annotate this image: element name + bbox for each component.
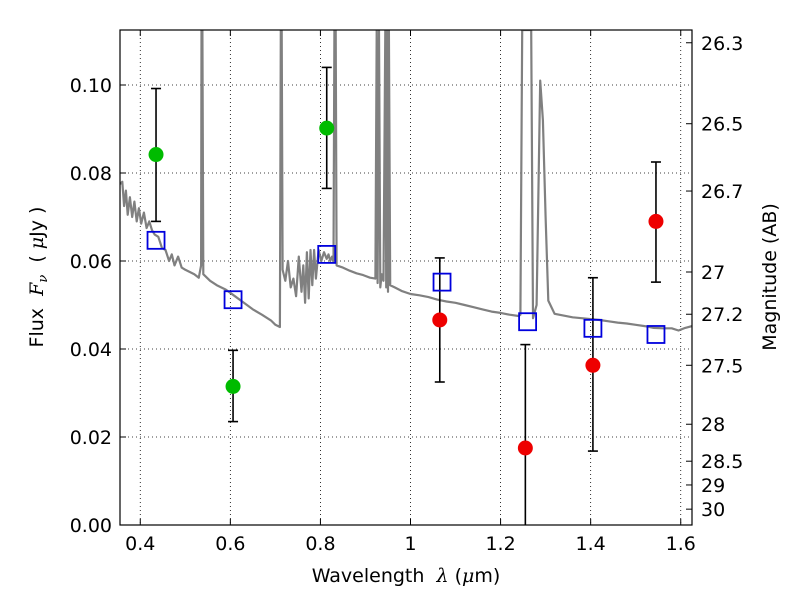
x-tick-label: 1.2 bbox=[485, 533, 515, 555]
model-square bbox=[432, 272, 452, 292]
data-point bbox=[432, 312, 448, 328]
model-spectrum bbox=[120, 30, 692, 332]
y2-tick-label: 26.7 bbox=[701, 181, 743, 203]
y2-tick-label: 26.5 bbox=[701, 114, 743, 136]
model-square bbox=[146, 230, 166, 250]
y-axis-label-sub: ν bbox=[36, 275, 51, 283]
data-point bbox=[225, 378, 241, 394]
y-tick-label: 0.10 bbox=[70, 75, 112, 97]
y2-tick-label: 27.5 bbox=[701, 355, 743, 377]
x-tick-label: 1.6 bbox=[666, 533, 696, 555]
y2-tick-label: 28 bbox=[701, 414, 725, 436]
y2-tick-label: 28.5 bbox=[701, 451, 743, 473]
model-square bbox=[646, 325, 666, 344]
ticks bbox=[120, 30, 692, 526]
data-point bbox=[517, 440, 533, 456]
model-square bbox=[518, 312, 538, 332]
data-point bbox=[319, 120, 335, 136]
y-axis-label-mu: μ bbox=[26, 237, 48, 249]
model-square bbox=[583, 318, 603, 338]
x-axis-label: Wavelength λ (μm) bbox=[312, 565, 501, 587]
data-point bbox=[585, 357, 601, 373]
tick-labels: 0.4 0.6 0.8 1 1.2 1.4 1.6 0.00 0.02 0.04 0.06 0.08 0… bbox=[70, 33, 744, 555]
y2-tick-label: 27 bbox=[701, 262, 725, 284]
x-tick-label: 1 bbox=[404, 533, 416, 555]
y-tick-label: 0.06 bbox=[70, 251, 112, 273]
y-tick-label: 0.04 bbox=[70, 339, 112, 361]
x-tick-label: 0.4 bbox=[125, 533, 155, 555]
plot-frame bbox=[119, 29, 693, 526]
y-tick-label: 0.08 bbox=[70, 163, 112, 185]
x-axis-label-post: ( bbox=[449, 565, 462, 587]
model-square bbox=[317, 244, 337, 264]
y-axis-label-post: ( bbox=[26, 249, 48, 275]
x-tick-label: 0.6 bbox=[215, 533, 245, 555]
y2-tick-label: 29 bbox=[701, 475, 725, 497]
y-tick-label: 0.00 bbox=[70, 515, 112, 537]
y-axis-label: Flux Fν ( μJy ) bbox=[26, 207, 51, 348]
y2-tick-label: 26.3 bbox=[701, 33, 743, 55]
y-axis-label-pre: Flux bbox=[26, 296, 48, 348]
markers bbox=[146, 120, 666, 456]
data-point bbox=[648, 213, 664, 229]
x-axis-label-mu: μ bbox=[462, 565, 474, 587]
data-point bbox=[148, 147, 164, 163]
error-bars bbox=[151, 66, 661, 525]
x-axis-label-pre: Wavelength bbox=[312, 565, 437, 587]
x-tick-label: 0.8 bbox=[305, 533, 335, 555]
x-axis-label-symbol: λ bbox=[436, 565, 449, 587]
y2-tick-label: 27.2 bbox=[701, 304, 743, 326]
spectrum-line bbox=[120, 30, 692, 332]
y-axis-label-symbol: F bbox=[26, 282, 48, 297]
x-tick-label: 1.4 bbox=[576, 533, 606, 555]
x-axis-label-unit: m) bbox=[474, 565, 500, 587]
model-square bbox=[223, 290, 243, 310]
y2-axis-label: Magnitude (AB) bbox=[759, 203, 781, 351]
y-tick-label: 0.02 bbox=[70, 427, 112, 449]
y2-tick-label: 30 bbox=[701, 499, 725, 521]
y-axis-label-unit: Jy ) bbox=[26, 207, 48, 238]
